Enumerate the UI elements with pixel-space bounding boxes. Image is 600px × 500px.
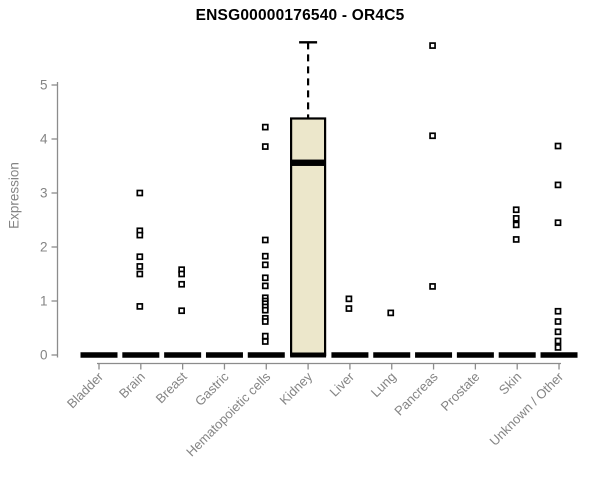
outlier-point	[261, 282, 269, 290]
box-kidney	[290, 117, 327, 357]
outlier-point	[554, 181, 562, 189]
x-tick-label: Skin	[496, 369, 524, 397]
x-tick-label: Unknown / Other	[487, 369, 567, 449]
outlier-point	[554, 219, 562, 227]
lower-edge-bar	[290, 352, 327, 358]
outlier-point	[554, 328, 562, 336]
zero-median-bar-pancreas	[415, 352, 453, 358]
outlier-point	[512, 221, 520, 229]
outlier-point	[178, 307, 185, 315]
y-axis-title: Expression	[6, 162, 22, 229]
outlier-point	[178, 280, 185, 288]
outlier-point	[429, 42, 436, 49]
x-tick-label: Kidney	[277, 369, 316, 408]
zero-median-bar-prostate	[456, 352, 494, 358]
zero-median-bar-brain	[122, 352, 160, 358]
outlier-point	[512, 215, 520, 222]
outlier-point	[261, 274, 269, 282]
outlier-point	[387, 309, 395, 317]
outlier-point	[261, 261, 269, 269]
outlier-point	[554, 337, 562, 345]
outlier-point	[136, 303, 144, 310]
y-tick-label: 5	[40, 78, 48, 93]
outlier-point	[136, 231, 144, 239]
y-tick-label: 4	[40, 132, 48, 147]
outlier-point	[261, 143, 269, 150]
outlier-point	[554, 344, 562, 351]
x-tick-label: Liver	[327, 369, 358, 400]
outlier-point	[261, 318, 269, 325]
chart-title: ENSG00000176540 - OR4C5	[195, 7, 405, 24]
outlier-point	[261, 338, 269, 345]
outlier-point	[261, 236, 269, 244]
outlier-point	[429, 283, 436, 290]
median-line	[291, 159, 326, 166]
zero-median-bar-lung	[373, 352, 411, 358]
outlier-point	[136, 270, 144, 278]
y-tick-label: 1	[40, 294, 48, 309]
x-tick-label: Pancreas	[391, 369, 441, 419]
y-tick-label: 3	[40, 186, 48, 201]
x-tick-label: Prostate	[438, 369, 483, 414]
x-tick-label: Lung	[368, 369, 399, 400]
zero-median-bar-bladder	[80, 352, 118, 358]
zero-median-bar-breast	[164, 352, 202, 358]
zero-median-bar-gastric	[205, 352, 243, 358]
outlier-point	[261, 332, 269, 340]
x-tick-label: Bladder	[64, 369, 107, 412]
outlier-point	[554, 318, 562, 325]
zero-median-bar-skin	[498, 352, 536, 358]
y-tick-label: 2	[40, 240, 48, 255]
outlier-point	[554, 142, 562, 150]
outlier-point	[178, 270, 185, 278]
outlier-point	[345, 295, 353, 303]
outlier-point	[554, 307, 562, 315]
outlier-point	[512, 206, 520, 214]
y-tick-label: 0	[40, 348, 48, 363]
outlier-point	[512, 236, 520, 243]
outlier-point	[261, 252, 269, 260]
x-tick-label: Gastric	[192, 369, 232, 409]
x-tick-label: Breast	[153, 369, 190, 406]
outlier-point	[345, 305, 353, 312]
outlier-point	[136, 189, 144, 197]
outlier-point	[261, 306, 269, 314]
outlier-point	[261, 123, 269, 131]
zero-median-bar-hematopoietic-cells	[247, 352, 285, 358]
outlier-point	[429, 132, 436, 140]
zero-median-bar-unknown-other	[540, 352, 578, 358]
zero-median-bar-liver	[331, 352, 369, 358]
outlier-point	[136, 253, 144, 261]
outlier-point	[136, 263, 144, 270]
x-tick-label: Brain	[116, 369, 148, 401]
